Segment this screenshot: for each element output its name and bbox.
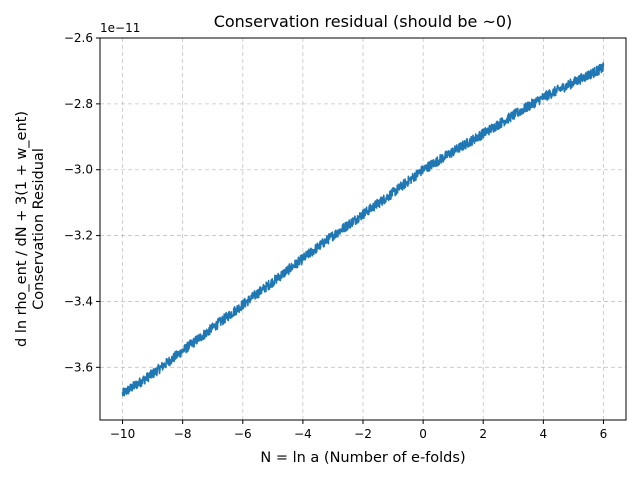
y-axis-label-line-2: Conservation Residual	[31, 148, 47, 310]
x-tick-label: 4	[540, 427, 548, 441]
x-axis: −10 −8 −6 −4 −2 0 2 4 6	[110, 420, 607, 441]
x-tick-label: −6	[234, 427, 252, 441]
x-tick-label: 0	[419, 427, 427, 441]
x-tick-label: −2	[354, 427, 372, 441]
y-axis: −3.6 −3.4 −3.2 −3.0 −2.8 −2.6	[64, 31, 100, 374]
x-tick-label: −8	[174, 427, 192, 441]
residual-series-line	[121, 62, 605, 397]
y-tick-label: −3.0	[64, 163, 93, 177]
y-offset-label: 1e−11	[100, 21, 140, 35]
chart-title: Conservation residual (should be ~0)	[214, 12, 513, 31]
y-tick-label: −3.6	[64, 360, 93, 374]
x-tick-label: −10	[110, 427, 135, 441]
x-tick-label: 2	[479, 427, 487, 441]
x-tick-label: 6	[600, 427, 608, 441]
x-tick-label: −4	[294, 427, 312, 441]
series-layer	[121, 62, 605, 397]
y-axis-label-line-1: d ln rho_ent / dN + 3(1 + w_ent)	[14, 111, 30, 347]
y-tick-label: −3.2	[64, 229, 93, 243]
y-tick-label: −2.8	[64, 97, 93, 111]
y-tick-label: −3.4	[64, 294, 93, 308]
x-axis-label: N = ln a (Number of e-folds)	[260, 450, 465, 466]
y-axis-label: d ln rho_ent / dN + 3(1 + w_ent) Conserv…	[14, 111, 47, 347]
y-tick-label: −2.6	[64, 31, 93, 45]
